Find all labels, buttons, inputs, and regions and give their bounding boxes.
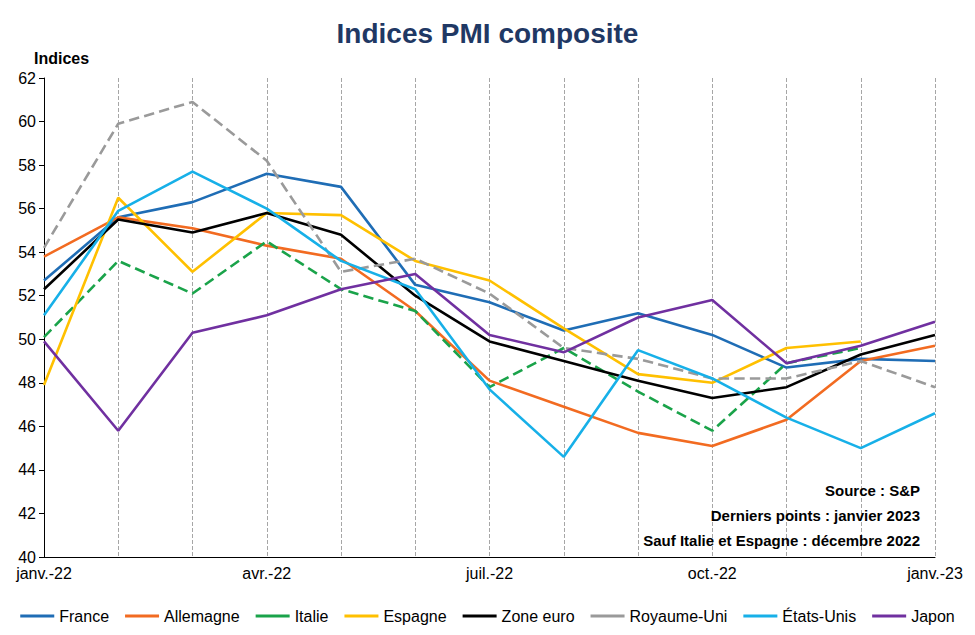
svg-text:62: 62 <box>18 70 36 87</box>
svg-text:France: France <box>59 608 109 625</box>
svg-text:54: 54 <box>18 244 36 261</box>
svg-text:Indices: Indices <box>34 50 89 67</box>
svg-text:États-Unis: États-Unis <box>782 607 856 625</box>
svg-text:Japon: Japon <box>911 608 955 625</box>
svg-text:Allemagne: Allemagne <box>164 608 240 625</box>
svg-text:44: 44 <box>18 461 36 478</box>
svg-text:juil.-22: juil.-22 <box>465 565 513 582</box>
svg-text:40: 40 <box>18 549 36 566</box>
svg-text:42: 42 <box>18 505 36 522</box>
svg-text:janv.-23: janv.-23 <box>906 565 963 582</box>
svg-text:56: 56 <box>18 200 36 217</box>
svg-text:Espagne: Espagne <box>383 608 446 625</box>
svg-text:Royaume-Uni: Royaume-Uni <box>630 608 728 625</box>
svg-text:Indices PMI composite: Indices PMI composite <box>337 18 639 49</box>
svg-text:60: 60 <box>18 113 36 130</box>
svg-text:Derniers points : janvier 2023: Derniers points : janvier 2023 <box>711 507 920 524</box>
svg-text:48: 48 <box>18 374 36 391</box>
svg-text:52: 52 <box>18 287 36 304</box>
svg-text:janv.-22: janv.-22 <box>15 565 72 582</box>
svg-text:50: 50 <box>18 331 36 348</box>
svg-text:Sauf Italie et Espagne : décem: Sauf Italie et Espagne : décembre 2022 <box>643 532 920 549</box>
svg-text:Italie: Italie <box>295 608 329 625</box>
svg-text:46: 46 <box>18 418 36 435</box>
svg-text:avr.-22: avr.-22 <box>242 565 291 582</box>
svg-text:oct.-22: oct.-22 <box>688 565 737 582</box>
svg-text:Zone euro: Zone euro <box>502 608 575 625</box>
svg-text:58: 58 <box>18 157 36 174</box>
svg-text:Source : S&P: Source : S&P <box>825 482 920 499</box>
